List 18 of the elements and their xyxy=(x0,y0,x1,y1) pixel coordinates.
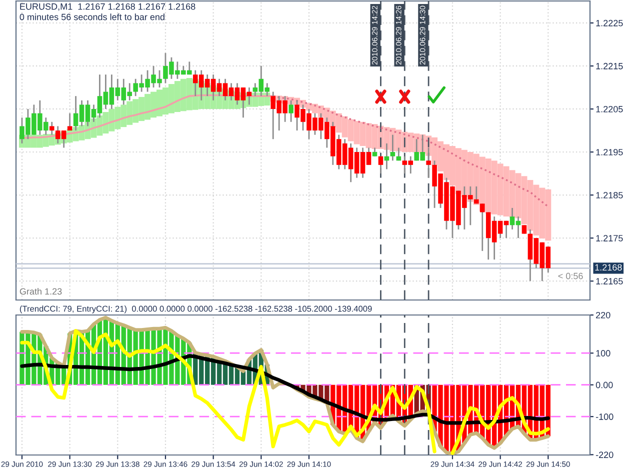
y-tick-label: 0.00 xyxy=(596,382,613,388)
ref-line-label: 1.2168 xyxy=(595,264,622,271)
y-tick-label: 220 xyxy=(596,312,610,318)
y-tick-label: 1.2165 xyxy=(596,278,623,284)
y-tick-label: 100 xyxy=(596,350,610,356)
y-tick-label: 1.2195 xyxy=(596,148,623,156)
chart-title: (TrendCCI: 79, EntryCCI: 21) 0.0000 0.0000 0.0000 -162.5238 -162.5238 -105.2000 -139.4009 xyxy=(20,306,372,314)
y-tick-label: 1.2175 xyxy=(596,235,623,242)
chart-title: EURUSD,M1 1.2167 1.2168 1.2167 1.2168 xyxy=(20,3,196,11)
y-tick-label: -100 xyxy=(596,414,614,420)
text: 0 minutes 56 seconds left to bar end xyxy=(20,14,164,20)
y-tick-label: 1.2225 xyxy=(596,20,623,26)
y-tick-label: 1.2205 xyxy=(596,106,623,112)
annotation: < 0:56 xyxy=(558,272,583,280)
annotation: Grath 1.23 xyxy=(20,288,62,295)
y-tick-label: 1.2215 xyxy=(596,62,623,70)
y-tick-label: -220 xyxy=(596,452,614,458)
y-tick-label: 1.2185 xyxy=(596,192,623,198)
